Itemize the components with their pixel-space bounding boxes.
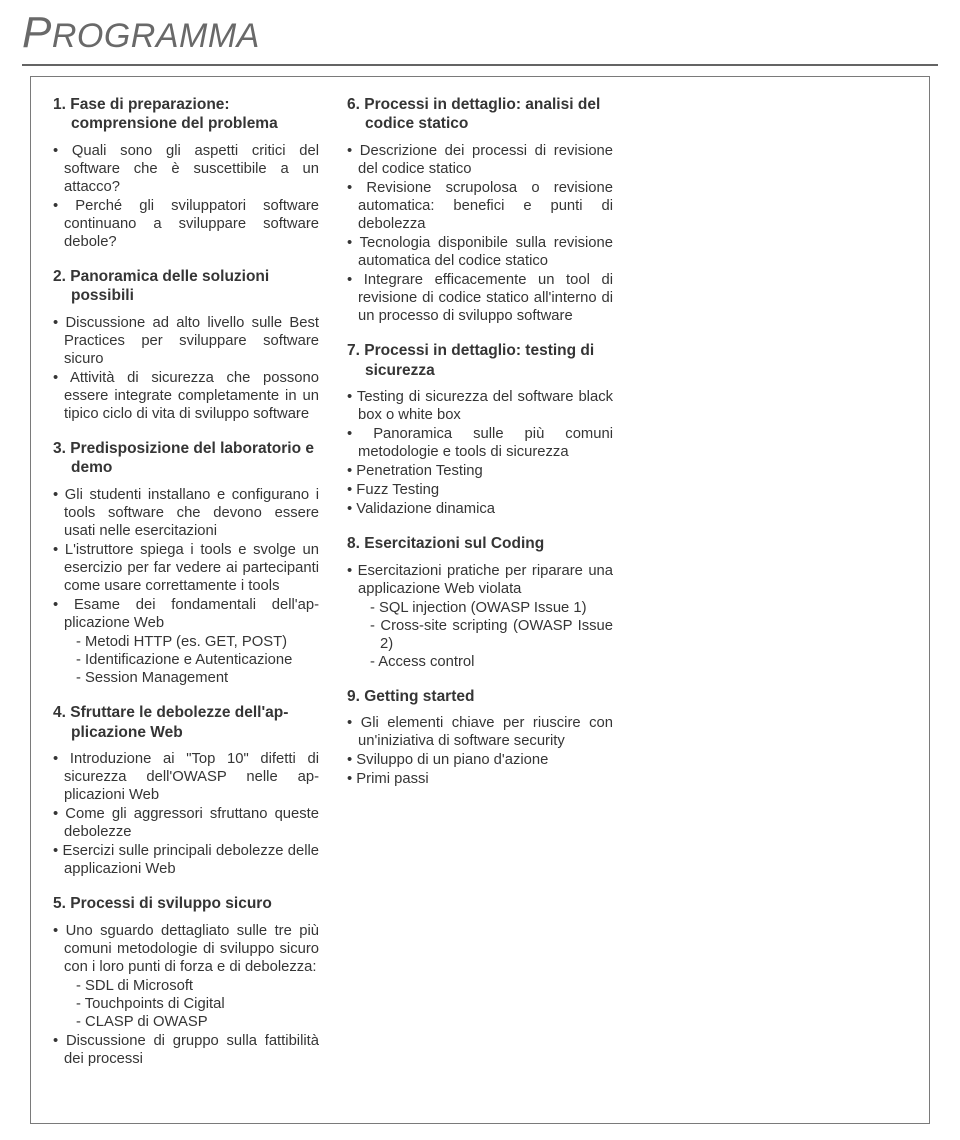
sub-list-item: Touchpoints di Cigital — [64, 995, 319, 1013]
sub-list: Metodi HTTP (es. GET, POST)Identificazio… — [64, 633, 319, 687]
list-item: Come gli aggressori sfruttano queste deb… — [53, 805, 319, 841]
title-cap: P — [22, 8, 52, 57]
sub-list: SQL injection (OWASP Issue 1)Cross-site … — [358, 599, 613, 671]
list-item: Uno sguardo dettagliato sulle tre più co… — [53, 922, 319, 1031]
list-item: Penetration Testing — [347, 462, 613, 480]
title-rest: ROGRAMMA — [52, 17, 260, 55]
list-item: Discussione ad alto livello sulle Best P… — [53, 314, 319, 368]
list-item: Validazione dinamica — [347, 500, 613, 518]
bullet-list: Introduzione ai "Top 10" difetti di sicu… — [53, 750, 319, 878]
bullet-list: Discussione ad alto livello sulle Best P… — [53, 314, 319, 423]
section-title: 8. Esercitazioni sul Coding — [347, 534, 613, 553]
section-title: 1. Fase di preparazione: comprensione de… — [53, 95, 319, 134]
bullet-list: Descrizione dei processi di revi­sione d… — [347, 142, 613, 325]
bullet-list: Esercitazioni pratiche per riparare una … — [347, 562, 613, 671]
section-title: 3. Predisposizione del laborato­rio e de… — [53, 439, 319, 478]
list-item: Panoramica sulle più comuni metodologie … — [347, 425, 613, 461]
list-item: Attività di sicurezza che possono essere… — [53, 369, 319, 423]
sub-list-item: SQL injection (OWASP Issue 1) — [358, 599, 613, 617]
list-item: Perché gli sviluppatori software continu… — [53, 197, 319, 251]
list-item: Quali sono gli aspetti critici del softw… — [53, 142, 319, 196]
section-title: 2. Panoramica delle soluzioni possibili — [53, 267, 319, 306]
sub-list-item: Access control — [358, 653, 613, 671]
section-title: 5. Processi di sviluppo sicuro — [53, 894, 319, 913]
list-item: Fuzz Testing — [347, 481, 613, 499]
page-title: PROGRAMMA — [22, 8, 960, 58]
section-title: 6. Processi in dettaglio: analisi del co… — [347, 95, 613, 134]
bullet-list: Quali sono gli aspetti critici del softw… — [53, 142, 319, 251]
section-title: 4. Sfruttare le debolezze dell'ap­plicaz… — [53, 703, 319, 742]
section-title: 9. Getting started — [347, 687, 613, 706]
section-title: 7. Processi in dettaglio: testing di sic… — [347, 341, 613, 380]
sub-list-item: Cross-site scripting (OWASP Issue 2) — [358, 617, 613, 653]
list-item: Integrare efficacemente un tool di revis… — [347, 271, 613, 325]
content-box: 1. Fase di preparazione: comprensione de… — [30, 76, 930, 1124]
list-item: Primi passi — [347, 770, 613, 788]
list-item: Introduzione ai "Top 10" difetti di sicu… — [53, 750, 319, 804]
list-item: Testing di sicurezza del software black … — [347, 388, 613, 424]
page-header: PROGRAMMA — [0, 0, 960, 60]
list-item: Revisione scrupolosa o revisione automat… — [347, 179, 613, 233]
sub-list-item: Session Management — [64, 669, 319, 687]
list-item: L'istruttore spiega i tools e svolge un … — [53, 541, 319, 595]
bullet-list: Uno sguardo dettagliato sulle tre più co… — [53, 922, 319, 1068]
list-item: Tecnologia disponibile sulla revi­sione … — [347, 234, 613, 270]
sub-list-item: CLASP di OWASP — [64, 1013, 319, 1031]
columns-container: 1. Fase di preparazione: comprensione de… — [53, 95, 907, 1093]
bullet-list: Gli studenti installano e configu­rano i… — [53, 486, 319, 688]
list-item: Gli studenti installano e configu­rano i… — [53, 486, 319, 540]
bullet-list: Testing di sicurezza del software black … — [347, 388, 613, 518]
list-item: Sviluppo di un piano d'azione — [347, 751, 613, 769]
list-item: Esercitazioni pratiche per riparare una … — [347, 562, 613, 671]
bullet-list: Gli elementi chiave per riuscire con un'… — [347, 714, 613, 788]
sub-list: SDL di MicrosoftTouchpoints di CigitalCL… — [64, 977, 319, 1031]
list-item: Discussione di gruppo sulla fat­tibilità… — [53, 1032, 319, 1068]
list-item: Descrizione dei processi di revi­sione d… — [347, 142, 613, 178]
sub-list-item: SDL di Microsoft — [64, 977, 319, 995]
list-item: Esercizi sulle principali debolez­ze del… — [53, 842, 319, 878]
list-item: Esame dei fondamentali dell'ap­plicazion… — [53, 596, 319, 687]
list-item: Gli elementi chiave per riuscire con un'… — [347, 714, 613, 750]
sub-list-item: Metodi HTTP (es. GET, POST) — [64, 633, 319, 651]
header-rule — [22, 64, 938, 66]
sub-list-item: Identificazione e Autenticazione — [64, 651, 319, 669]
